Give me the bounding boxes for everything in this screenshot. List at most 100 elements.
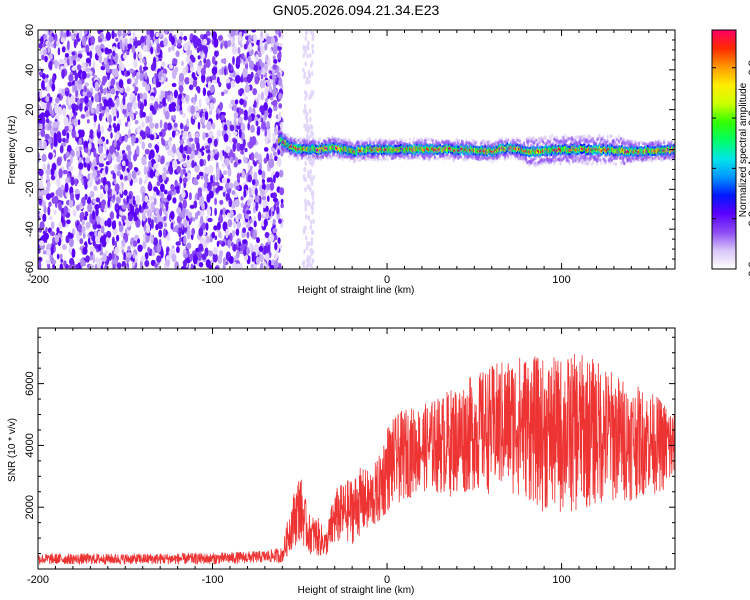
heatmap-noise-cell (187, 224, 191, 232)
heatmap-noise-cell (87, 203, 93, 213)
heatmap-noise-cell (184, 77, 190, 85)
heatmap-noise-cell (202, 240, 208, 248)
heatmap-noise-cell (218, 186, 224, 191)
heatmap-noise-cell (235, 185, 240, 191)
heatmap-noise-cell (41, 54, 45, 61)
heatmap-noise-cell (199, 210, 205, 218)
heatmap-noise-cell (78, 30, 82, 39)
heatmap-band-cell (467, 148, 470, 154)
heatmap-noise-cell (261, 183, 266, 191)
heatmap-band-cell (330, 145, 333, 151)
heatmap-noise-cell (249, 136, 253, 144)
heatmap-noise-cell (217, 255, 223, 265)
heatmap-noise-cell (216, 129, 222, 137)
heatmap-noise-cell (150, 234, 154, 244)
heatmap-noise-cell (82, 90, 88, 97)
heatmap-noise-cell (114, 183, 120, 193)
heatmap-noise-cell (53, 209, 57, 216)
heatmap-noise-cell (260, 62, 265, 68)
heatmap-noise-cell (105, 230, 112, 239)
heatmap-noise-cell (218, 230, 222, 239)
heatmap-noise-cell (126, 51, 130, 56)
heatmap-noise-cell (127, 161, 133, 171)
heatmap-band-peak (497, 148, 499, 152)
heatmap-noise-cell (278, 262, 282, 269)
heatmap-noise-cell (162, 171, 167, 181)
heatmap-noise-cell (264, 253, 270, 261)
heatmap-noise-cell (133, 59, 138, 68)
heatmap-noise-cell (121, 215, 127, 221)
heatmap-noise-cell (226, 195, 231, 201)
heatmap-noise-cell (56, 39, 60, 47)
heatmap-band-peak (513, 147, 516, 150)
heatmap-band-peak (341, 147, 343, 150)
heatmap-band-peak (413, 147, 415, 150)
heatmap-band-halo (356, 157, 359, 162)
heatmap-noise-cell (310, 237, 314, 243)
heatmap-noise-cell (49, 96, 53, 102)
heatmap-band-cell (417, 147, 419, 153)
heatmap-noise-cell (61, 46, 66, 53)
heatmap-band-cell (328, 144, 330, 150)
heatmap-noise-cell (232, 45, 238, 55)
heatmap-noise-cell (239, 143, 245, 151)
heatmap-band-cell (419, 146, 422, 152)
heatmap-noise-cell (82, 232, 86, 239)
heatmap-noise-cell (95, 236, 101, 244)
heatmap-noise-cell (190, 66, 194, 72)
heatmap-band-peak (334, 146, 337, 149)
heatmap-noise-cell (243, 109, 248, 117)
heatmap-noise-cell (168, 103, 173, 113)
heatmap-band-halo (428, 157, 431, 162)
heatmap-noise-cell (168, 63, 174, 70)
heatmap-band-halo (354, 158, 357, 163)
heatmap-band-halo (369, 139, 373, 144)
heatmap-noise-cell (97, 138, 103, 145)
heatmap-noise-cell (184, 94, 190, 103)
heatmap-noise-cell (81, 47, 86, 53)
heatmap-noise-cell (186, 258, 191, 264)
heatmap-noise-cell (222, 264, 226, 269)
heatmap-noise-cell (207, 137, 213, 144)
heatmap-noise-cell (199, 216, 204, 225)
heatmap-noise-cell (178, 93, 182, 100)
heatmap-noise-cell (232, 131, 238, 136)
heatmap-noise-cell (137, 244, 143, 252)
heatmap-noise-cell (204, 145, 210, 150)
heatmap-noise-cell (118, 79, 124, 88)
heatmap-noise-cell (222, 187, 226, 193)
heatmap-noise-cell (111, 220, 117, 230)
heatmap-noise-cell (50, 192, 55, 198)
heatmap-noise-cell (226, 78, 231, 84)
heatmap-noise-cell (247, 115, 253, 123)
heatmap-noise-cell (65, 151, 70, 159)
heatmap-noise-cell (208, 164, 214, 174)
heatmap-band-cell (368, 146, 370, 152)
heatmap-band-halo (537, 137, 540, 141)
heatmap-noise-cell (113, 68, 119, 78)
heatmap-noise-cell (265, 88, 269, 97)
heatmap-band-halo (346, 141, 350, 146)
heatmap-noise-cell (56, 253, 60, 260)
heatmap-band-halo (305, 139, 309, 143)
heatmap-band-halo (332, 135, 335, 139)
heatmap-band-halo (510, 155, 513, 159)
heatmap-noise-cell (54, 59, 59, 69)
heatmap-noise-cell (262, 261, 267, 269)
heatmap-noise-cell (80, 114, 86, 119)
heatmap-band-halo (391, 156, 395, 160)
heatmap-noise-cell (122, 108, 127, 115)
heatmap-noise-cell (171, 130, 176, 138)
heatmap-noise-cell (160, 155, 165, 165)
heatmap-noise-cell (186, 230, 191, 240)
heatmap-band-peak (369, 147, 371, 150)
heatmap-noise-cell (170, 36, 175, 45)
heatmap-noise-cell (249, 165, 253, 170)
heatmap-noise-cell (304, 206, 307, 212)
heatmap-noise-cell (247, 55, 251, 63)
heatmap-noise-cell (147, 246, 151, 253)
heatmap-noise-cell (172, 114, 177, 121)
heatmap-noise-cell (252, 206, 256, 214)
heatmap-noise-cell (194, 93, 197, 103)
